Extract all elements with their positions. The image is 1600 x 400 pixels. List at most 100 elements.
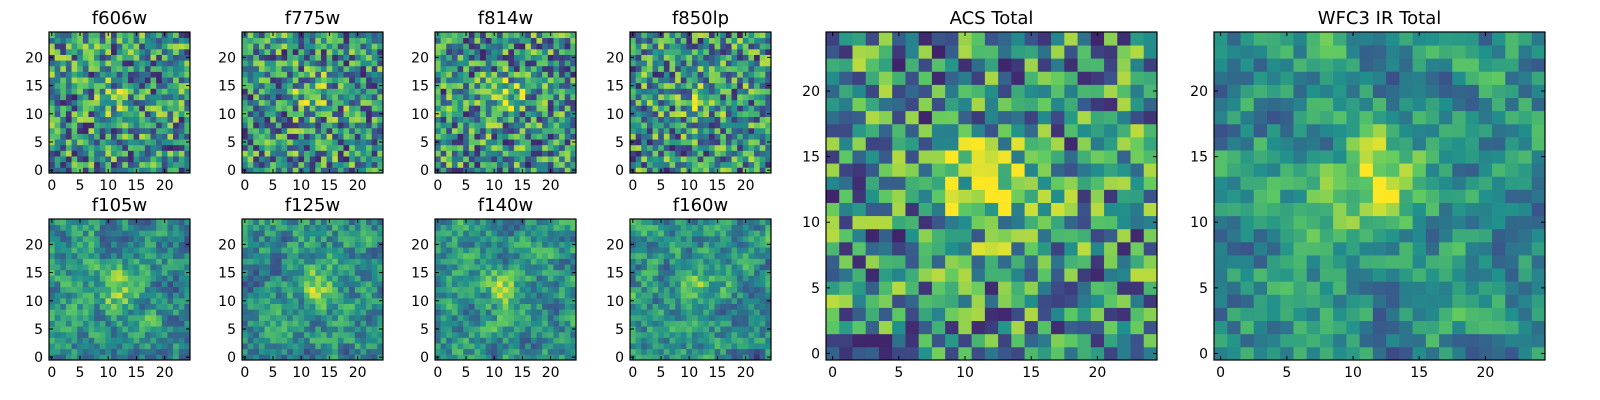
heatmap-cell bbox=[144, 343, 151, 350]
heatmap-cell bbox=[525, 230, 532, 237]
heatmap-cell bbox=[725, 286, 732, 293]
heatmap-cell bbox=[82, 37, 89, 44]
heatmap-cell bbox=[292, 326, 299, 333]
heatmap-cell bbox=[754, 122, 761, 129]
heatmap-cell bbox=[65, 224, 72, 231]
heatmap-cell bbox=[326, 116, 333, 123]
heatmap-cell bbox=[675, 133, 682, 140]
heatmap-cell bbox=[530, 48, 537, 55]
heatmap-cell bbox=[127, 326, 134, 333]
heatmap-cell bbox=[748, 94, 755, 101]
heatmap-cell bbox=[502, 241, 509, 248]
heatmap-cell bbox=[139, 54, 146, 61]
heatmap-cell bbox=[167, 348, 174, 355]
heatmap-cell bbox=[77, 343, 84, 350]
heatmap-cell bbox=[287, 354, 294, 361]
heatmap-cell bbox=[720, 110, 727, 117]
heatmap-cell bbox=[497, 94, 504, 101]
heatmap-cell bbox=[99, 144, 106, 151]
heatmap-cell bbox=[457, 127, 464, 134]
heatmap-cell bbox=[559, 167, 566, 174]
heatmap-cell bbox=[60, 264, 67, 271]
heatmap-cell bbox=[88, 32, 95, 39]
heatmap-cell bbox=[513, 77, 520, 84]
heatmap-cell bbox=[508, 32, 515, 39]
heatmap-cell bbox=[468, 105, 475, 112]
heatmap-cell bbox=[692, 99, 699, 106]
heatmap-cell bbox=[542, 167, 549, 174]
heatmap-cell bbox=[652, 156, 659, 163]
heatmap-cell bbox=[519, 94, 526, 101]
heatmap-cell bbox=[337, 139, 344, 146]
heatmap-cell bbox=[513, 54, 520, 61]
heatmap-cell bbox=[77, 110, 84, 117]
heatmap-cell bbox=[150, 275, 157, 282]
heatmap-cell bbox=[116, 127, 123, 134]
heatmap-cell bbox=[88, 230, 95, 237]
x-tick-label: 0 bbox=[628, 178, 637, 194]
heatmap-cell bbox=[646, 139, 653, 146]
heatmap-cell bbox=[167, 94, 174, 101]
heatmap-cell bbox=[133, 292, 140, 299]
heatmap-cell bbox=[686, 105, 693, 112]
heatmap-cell bbox=[264, 54, 271, 61]
heatmap-cell bbox=[502, 54, 509, 61]
heatmap-cell bbox=[144, 60, 151, 67]
heatmap-cell bbox=[765, 286, 772, 293]
heatmap-cell bbox=[133, 297, 140, 304]
heatmap-cell bbox=[480, 331, 487, 338]
heatmap-cell bbox=[485, 252, 492, 259]
heatmap-cell bbox=[435, 281, 442, 288]
heatmap-cell bbox=[349, 354, 356, 361]
heatmap-cell bbox=[178, 326, 185, 333]
heatmap-cell bbox=[697, 309, 704, 316]
heatmap-cell bbox=[99, 60, 106, 67]
heatmap-cell bbox=[646, 43, 653, 50]
heatmap-cell bbox=[54, 99, 61, 106]
heatmap-cell bbox=[754, 127, 761, 134]
heatmap-cell bbox=[502, 281, 509, 288]
heatmap-cell bbox=[133, 99, 140, 106]
heatmap-cell bbox=[144, 161, 151, 168]
heatmap-cell bbox=[675, 309, 682, 316]
heatmap-cell bbox=[122, 48, 129, 55]
heatmap-cell bbox=[530, 144, 537, 151]
heatmap-cell bbox=[116, 94, 123, 101]
heatmap-cell bbox=[326, 127, 333, 134]
heatmap-cell bbox=[519, 281, 526, 288]
heatmap-cell bbox=[99, 252, 106, 259]
heatmap-cell bbox=[94, 82, 101, 89]
heatmap-cell bbox=[65, 269, 72, 276]
heatmap-cell bbox=[94, 161, 101, 168]
heatmap-cell bbox=[377, 127, 384, 134]
heatmap-cell bbox=[178, 37, 185, 44]
heatmap-cell bbox=[270, 264, 277, 271]
heatmap-cell bbox=[309, 230, 316, 237]
heatmap-cell bbox=[281, 258, 288, 265]
heatmap-cell bbox=[725, 77, 732, 84]
heatmap-cell bbox=[320, 43, 327, 50]
heatmap-cell bbox=[725, 281, 732, 288]
heatmap-cell bbox=[156, 286, 163, 293]
heatmap-cell bbox=[692, 292, 699, 299]
heatmap-cell bbox=[474, 54, 481, 61]
heatmap-cell bbox=[742, 77, 749, 84]
heatmap-cell bbox=[242, 156, 249, 163]
heatmap-cell bbox=[525, 150, 532, 157]
heatmap-cell bbox=[49, 161, 56, 168]
heatmap-cell bbox=[343, 116, 350, 123]
heatmap-cell bbox=[65, 348, 72, 355]
heatmap-cell bbox=[173, 247, 180, 254]
heatmap-cell bbox=[652, 65, 659, 72]
heatmap-cell bbox=[253, 82, 260, 89]
heatmap-cell bbox=[542, 54, 549, 61]
heatmap-cell bbox=[54, 297, 61, 304]
x-tick-label: 20 bbox=[737, 178, 755, 194]
heatmap-cell bbox=[669, 37, 676, 44]
heatmap-cell bbox=[759, 54, 766, 61]
heatmap-cell bbox=[178, 258, 185, 265]
heatmap-cell bbox=[287, 309, 294, 316]
heatmap-cell bbox=[105, 224, 112, 231]
heatmap-cell bbox=[457, 122, 464, 129]
heatmap-cell bbox=[525, 247, 532, 254]
